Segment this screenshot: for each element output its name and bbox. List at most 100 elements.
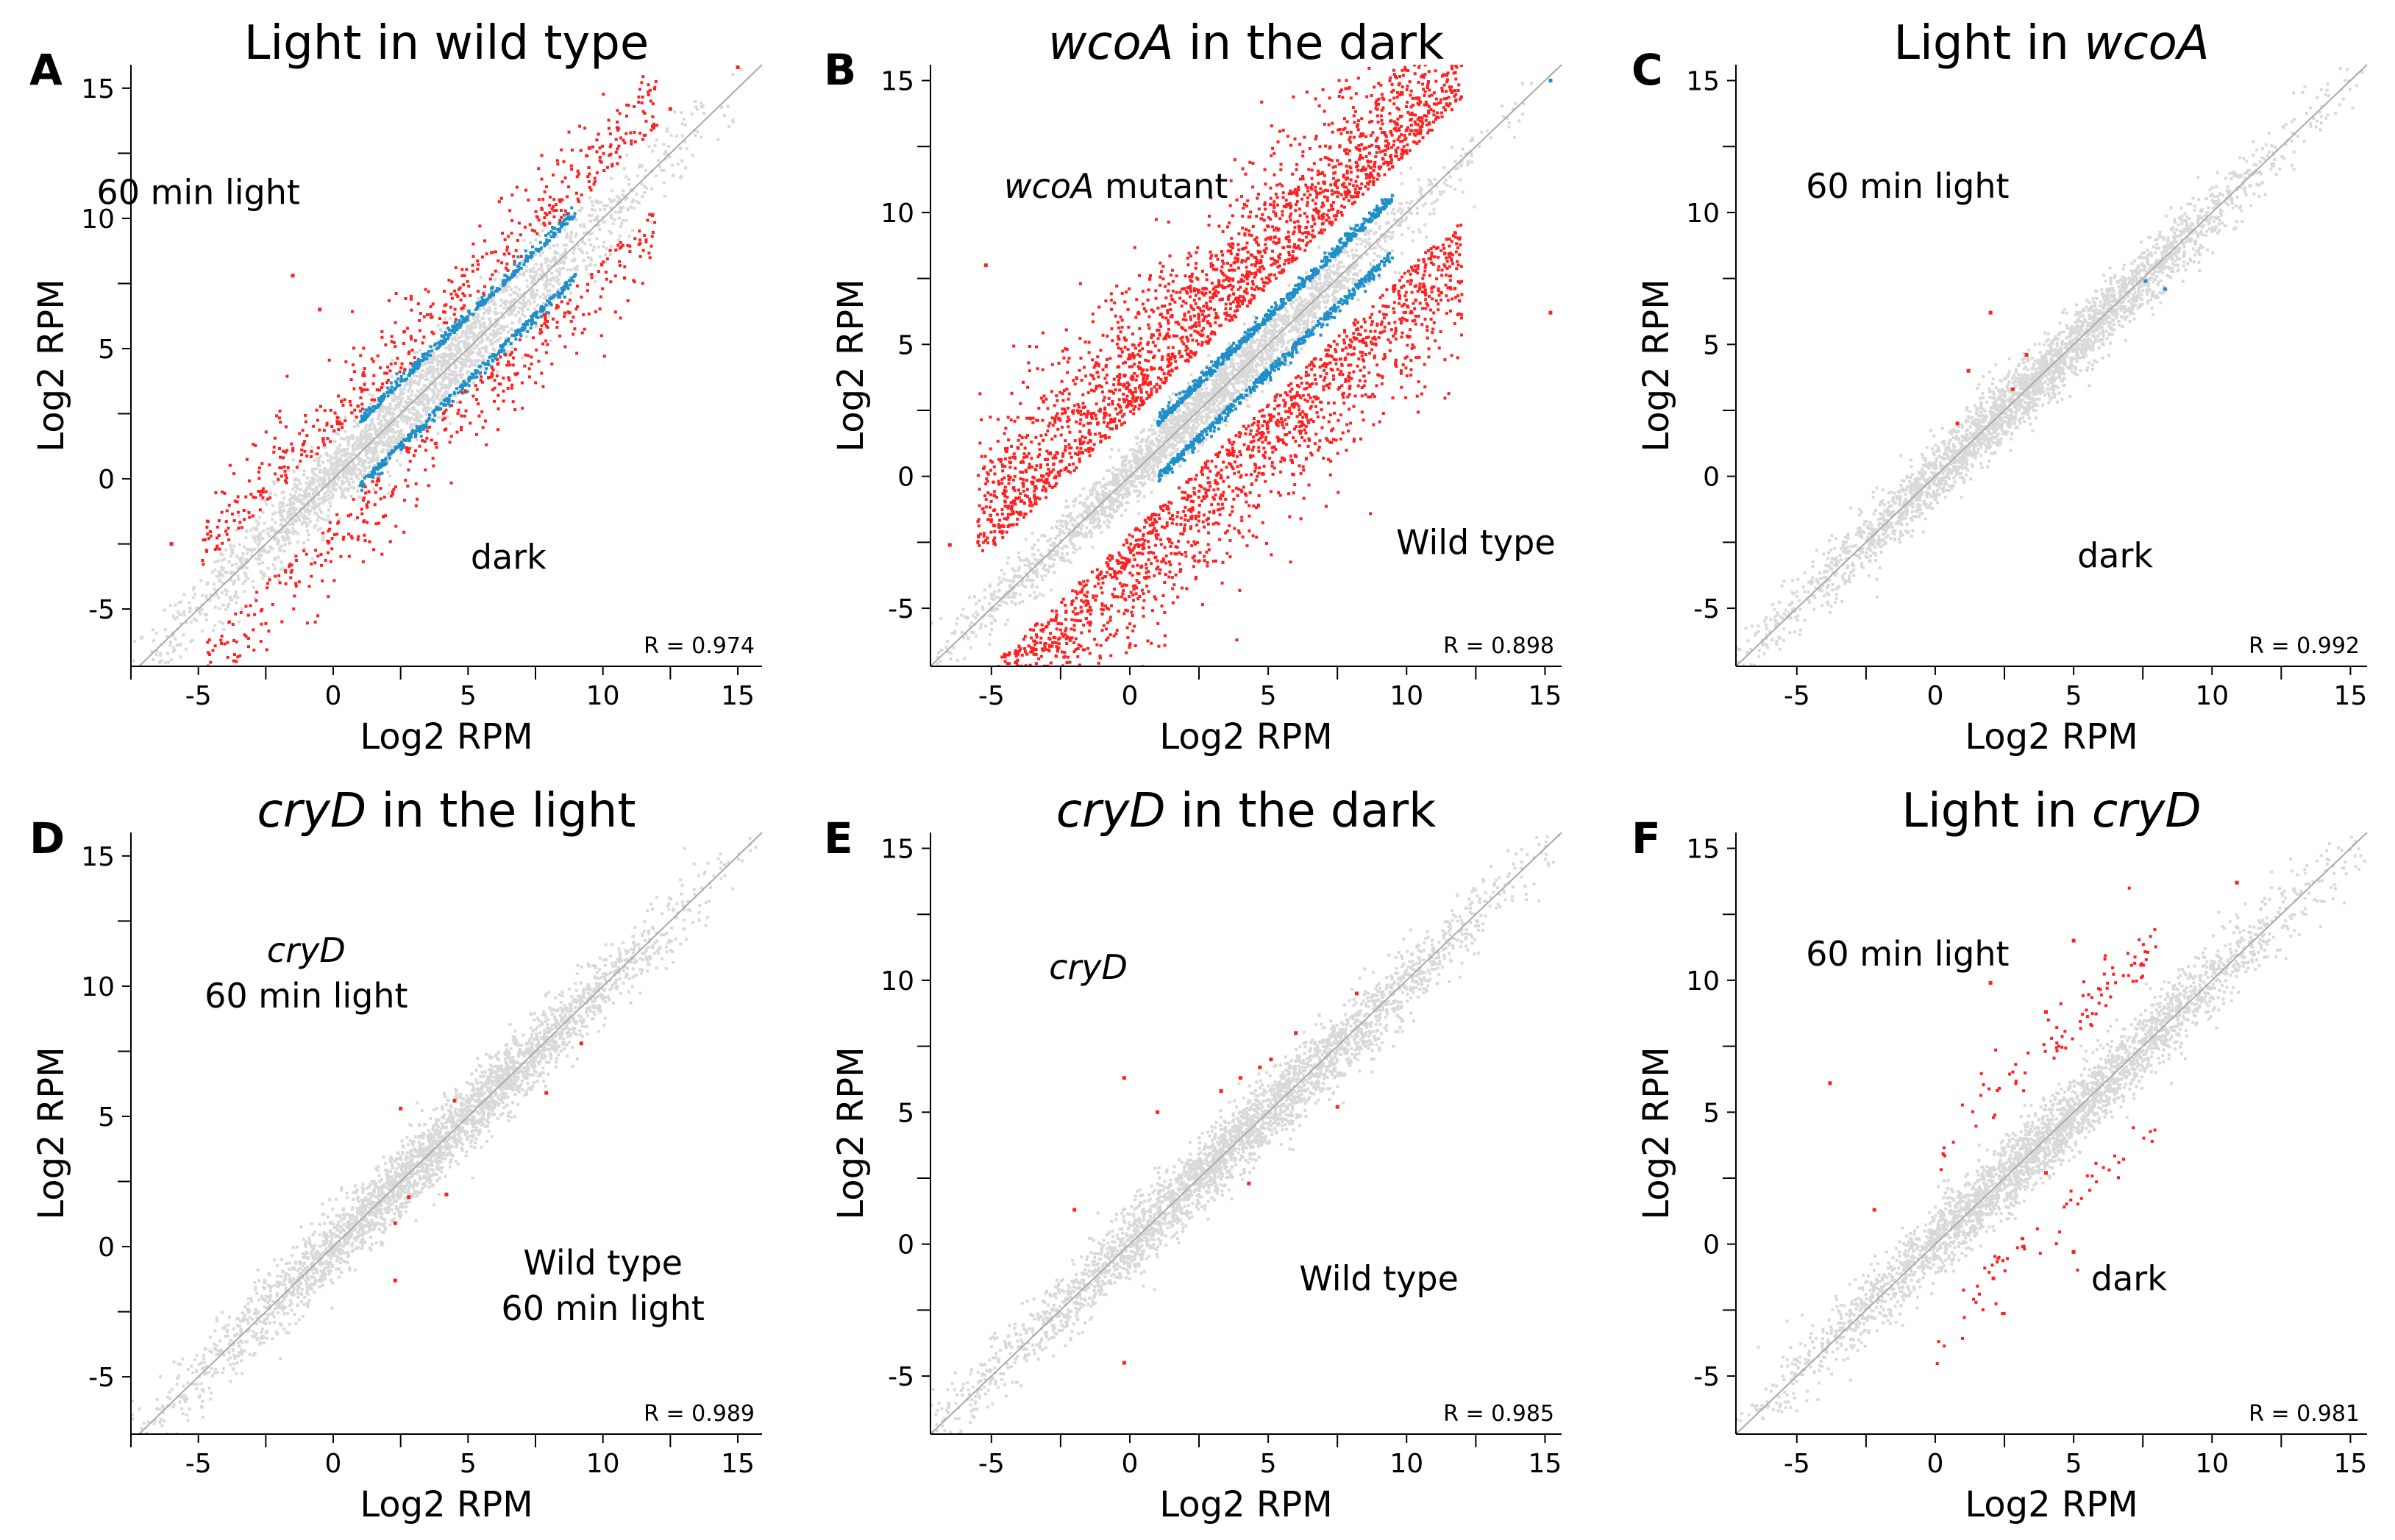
point [107,729,110,732]
point [440,329,444,333]
point [463,414,466,418]
point [480,303,483,307]
point [652,126,655,130]
point [1158,441,1161,444]
point [427,416,431,420]
point [414,482,418,485]
point [382,429,386,432]
point [329,440,332,443]
point [185,647,188,651]
point [266,582,269,585]
point [363,418,367,421]
point [289,510,293,513]
point [381,449,385,453]
point [273,567,277,571]
point [368,474,371,478]
point [339,457,343,461]
point [386,421,390,424]
point [454,366,458,370]
point [312,498,316,502]
point [476,302,480,305]
point [643,234,647,237]
point [502,290,505,293]
point [470,326,474,329]
point [352,412,356,416]
point [1082,504,1086,507]
point [362,482,366,486]
point [1305,271,1309,274]
point [619,206,622,209]
point [440,386,444,390]
point [230,598,234,602]
point [332,532,336,536]
point [531,290,535,293]
point [700,105,703,109]
point [552,215,556,218]
point [478,301,482,304]
point [367,428,371,432]
point [592,245,596,249]
point [407,468,410,471]
point [549,235,553,238]
point [1313,293,1317,297]
point [541,198,545,201]
point [266,586,269,590]
point [210,570,214,574]
point [544,317,547,321]
point [424,418,428,421]
point [535,310,539,314]
point [475,307,479,310]
point [431,302,435,306]
point [444,404,448,407]
point [1025,571,1028,575]
point [269,526,272,530]
point [663,157,667,161]
point [474,398,478,402]
point [1172,445,1175,449]
point [279,421,282,424]
point [294,490,298,493]
point [549,293,552,297]
point [292,520,296,524]
point [1122,477,1126,480]
point [470,375,474,379]
point [494,340,498,343]
point [316,505,319,508]
point [559,222,563,226]
point [349,403,352,407]
point [341,449,344,453]
point [278,466,282,469]
point [301,493,305,497]
point [394,431,397,435]
point [189,620,193,624]
point [573,266,577,270]
point [629,188,633,191]
point [463,358,466,362]
point [549,279,552,282]
point [473,326,477,329]
point [481,255,484,259]
point [1185,414,1189,418]
point [329,454,332,458]
point [608,197,611,201]
point [595,237,599,240]
point [589,263,593,266]
point [255,599,258,602]
point [499,324,503,328]
point [650,128,653,132]
point [257,477,261,480]
point [483,312,486,315]
point [152,639,155,643]
point [597,218,600,222]
point [449,335,453,339]
point [426,354,430,357]
point [523,323,527,327]
point [547,243,550,246]
point [472,332,476,336]
point [651,149,655,153]
point [278,506,282,509]
point [476,313,480,316]
point [511,400,515,404]
point [416,366,420,370]
point [293,594,296,598]
